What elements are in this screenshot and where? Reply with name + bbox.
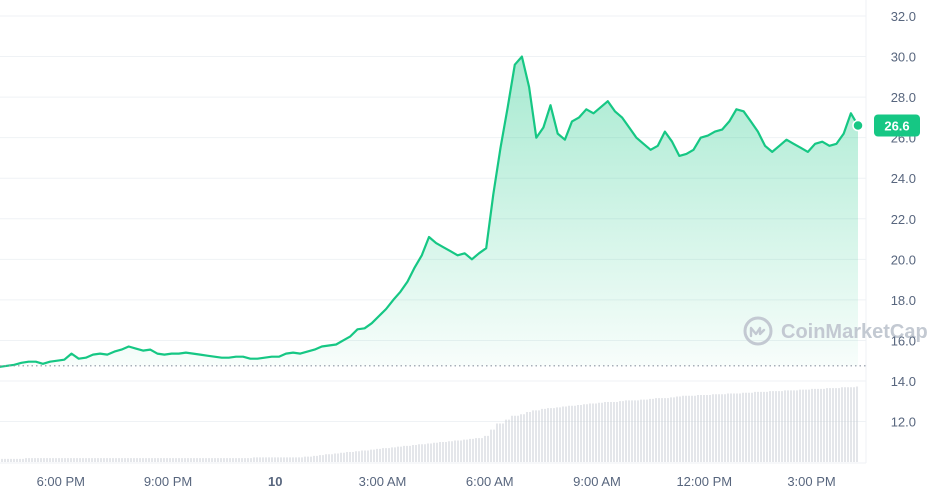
- volume-bars: [1, 386, 858, 462]
- watermark: CoinMarketCap: [743, 316, 928, 346]
- y-axis: 32.030.028.026.024.022.020.018.016.014.0…: [891, 9, 916, 430]
- x-tick-label: 6:00 AM: [466, 474, 514, 489]
- y-tick-label: 12.0: [891, 415, 916, 430]
- price-line: [0, 55, 860, 368]
- watermark-text: CoinMarketCap: [781, 321, 928, 343]
- x-tick-label: 12:00 PM: [676, 474, 732, 489]
- current-price-label: 26.6: [884, 119, 909, 134]
- x-tick-label: 10: [268, 474, 282, 489]
- y-tick-label: 20.0: [891, 252, 916, 267]
- y-tick-label: 32.0: [891, 9, 916, 24]
- y-tick-label: 14.0: [891, 374, 916, 389]
- x-tick-label: 9:00 PM: [144, 474, 192, 489]
- price-area-layer: [0, 55, 864, 368]
- current-price-badge-bg: [874, 114, 920, 137]
- y-tick-label: 16.0: [891, 333, 916, 348]
- current-price-dot: [852, 119, 864, 132]
- y-tick-label: 28.0: [891, 90, 916, 105]
- y-tick-label: 30.0: [891, 50, 916, 65]
- x-axis: 6:00 PM 9:00 PM 10 3:00 AM 6:00 AM 9:00 AM 12:…: [37, 474, 836, 489]
- coinmarketcap-logo-icon: [743, 316, 773, 346]
- x-tick-label: 9:00 AM: [573, 474, 621, 489]
- current-price-badge: 26.6: [874, 114, 920, 137]
- x-tick-label: 6:00 PM: [37, 474, 85, 489]
- x-tick-label: 3:00 AM: [359, 474, 407, 489]
- price-area-fill: [0, 56, 858, 367]
- y-tick-label: 22.0: [891, 212, 916, 227]
- y-tick-label: 24.0: [891, 171, 916, 186]
- x-tick-label: 3:00 PM: [787, 474, 835, 489]
- grid-lines: [0, 0, 867, 464]
- y-tick-label: 18.0: [891, 293, 916, 308]
